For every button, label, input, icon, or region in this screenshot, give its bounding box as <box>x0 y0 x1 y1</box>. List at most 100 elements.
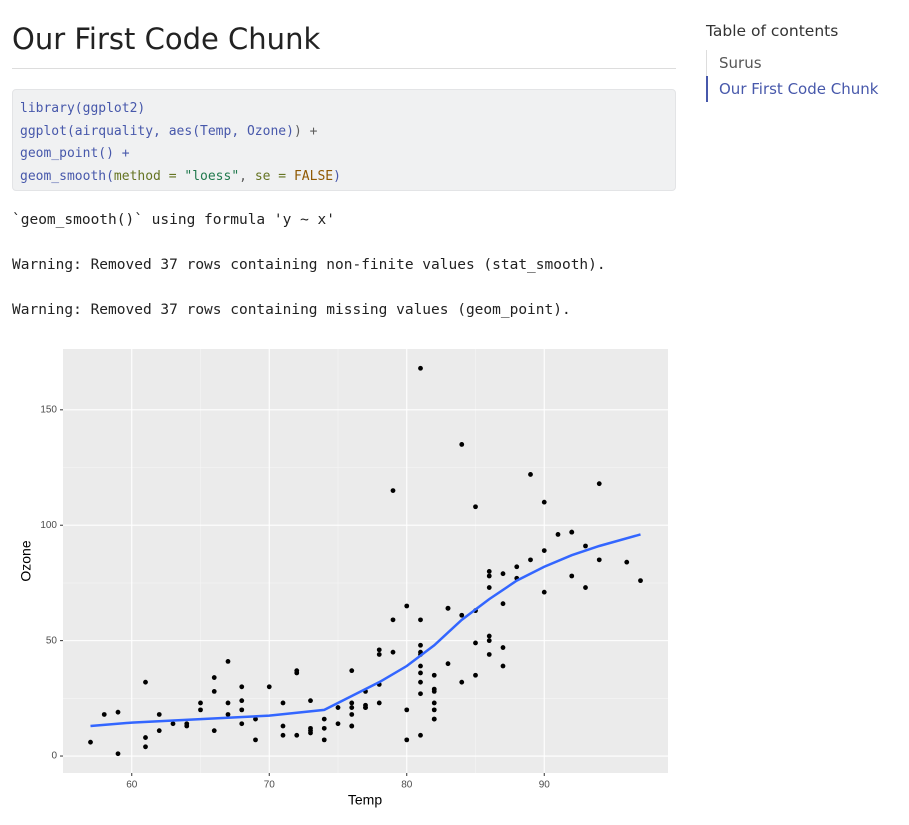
point <box>225 700 231 706</box>
point <box>211 675 217 680</box>
toc-item[interactable]: Surus <box>719 54 762 72</box>
point <box>473 640 478 646</box>
point <box>404 737 410 743</box>
table-of-contents: Table of contents Surus Our First Code Ch… <box>706 22 896 102</box>
point <box>294 668 300 674</box>
point <box>390 488 396 494</box>
point <box>266 684 272 690</box>
code-block: library(ggplot2) ggplot(airquality, aes(T… <box>12 89 676 191</box>
main-content: Our First Code Chunk library(ggplot2) ggp… <box>12 0 676 345</box>
code-line: geom_point() + <box>20 143 668 166</box>
point <box>294 732 300 738</box>
point <box>624 559 630 565</box>
code-token: geom_smooth( <box>20 168 114 184</box>
point <box>156 712 162 717</box>
x-axis-label: Temp <box>348 792 382 808</box>
point <box>376 647 382 653</box>
point <box>418 617 423 623</box>
y-axis-label: Ozone <box>18 540 34 581</box>
point <box>541 499 547 505</box>
point <box>253 716 258 722</box>
point <box>143 735 148 740</box>
point <box>239 698 245 704</box>
point <box>418 663 423 669</box>
heading: Our First Code Chunk <box>12 22 676 69</box>
point <box>376 652 382 657</box>
point <box>239 707 245 713</box>
point <box>431 672 437 678</box>
x-tick-label: 90 <box>539 780 551 791</box>
point <box>321 716 327 722</box>
point <box>431 707 437 713</box>
point <box>143 679 148 685</box>
code-token: aes(Temp, Ozone) <box>168 123 294 139</box>
point <box>418 365 423 371</box>
point <box>431 716 437 722</box>
point <box>486 652 492 657</box>
point <box>308 725 313 731</box>
y-tick-label: 50 <box>46 635 58 646</box>
point <box>500 645 506 650</box>
point <box>349 723 355 729</box>
point <box>569 573 575 579</box>
point <box>321 725 327 731</box>
code-line: ggplot(airquality, aes(Temp, Ozone)) + <box>20 121 668 144</box>
point <box>638 578 643 584</box>
x-tick-label: 70 <box>264 780 276 791</box>
point <box>198 700 203 706</box>
code-token: , <box>239 168 255 184</box>
point <box>418 732 423 738</box>
point <box>486 585 492 590</box>
point <box>321 737 327 743</box>
y-tick-label: 0 <box>51 751 57 762</box>
point <box>486 573 492 579</box>
point <box>239 684 245 690</box>
point <box>198 707 203 713</box>
point <box>376 700 382 706</box>
point <box>156 728 162 734</box>
plot-panel <box>63 349 668 773</box>
output-line: Warning: Removed 37 rows containing miss… <box>12 302 571 318</box>
point <box>335 721 341 727</box>
code-line: library(ggplot2) <box>20 98 668 121</box>
point <box>583 585 588 590</box>
code-token: "loess" <box>176 168 240 184</box>
point <box>514 564 520 570</box>
code-token: ) <box>333 168 341 184</box>
point <box>308 698 313 704</box>
point <box>239 721 245 727</box>
point <box>253 737 258 743</box>
point <box>143 744 148 750</box>
outputs: `geom_smooth()` using formula 'y ~ x' War… <box>12 210 676 345</box>
point <box>115 751 121 757</box>
point <box>418 670 423 676</box>
code-token: library( <box>20 101 83 116</box>
point <box>459 442 465 447</box>
point <box>569 529 575 535</box>
point <box>445 661 451 667</box>
smooth-line <box>90 533 641 728</box>
point <box>500 663 506 669</box>
point <box>211 689 217 694</box>
point <box>583 543 588 549</box>
point <box>500 571 506 577</box>
point <box>404 707 410 713</box>
point <box>541 548 547 554</box>
point <box>431 689 437 694</box>
point <box>473 672 478 678</box>
y-tick-label: 100 <box>40 520 57 531</box>
toc-item[interactable]: Our First Code Chunk <box>706 76 896 102</box>
point <box>88 739 93 745</box>
output-line: Warning: Removed 37 rows containing non-… <box>12 257 606 273</box>
x-tick-label: 60 <box>126 780 138 791</box>
point <box>225 712 231 717</box>
point <box>280 700 286 706</box>
point <box>486 633 492 639</box>
point <box>418 679 423 685</box>
point <box>486 568 492 574</box>
point <box>349 700 355 706</box>
point <box>390 649 396 655</box>
point <box>473 504 478 510</box>
point <box>528 557 533 563</box>
